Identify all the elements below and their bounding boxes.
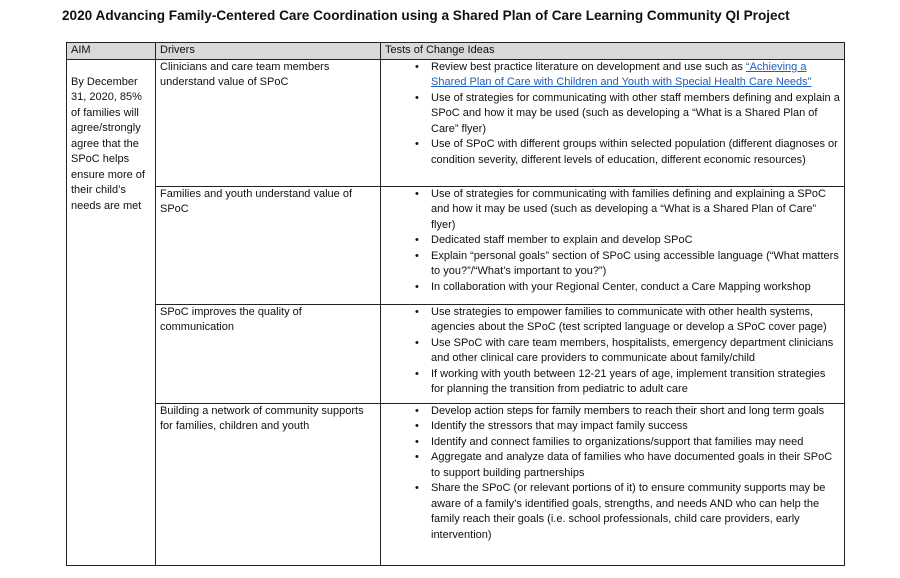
table-row: By December 31, 2020, 85% of families wi… — [66, 58, 845, 566]
ideas-cell: Review best practice literature on devel… — [380, 58, 845, 187]
document-title: 2020 Advancing Family-Centered Care Coor… — [62, 8, 790, 23]
driver-cell: SPoC improves the quality of communicati… — [155, 303, 381, 404]
driver-diagram-table: AIM Drivers Tests of Change Ideas By Dec… — [66, 42, 845, 566]
idea-item: Explain “personal goals” section of SPoC… — [415, 249, 840, 280]
idea-item: Aggregate and analyze data of families w… — [415, 450, 840, 481]
table-row: Families and youth understand value of S… — [67, 185, 845, 305]
idea-item: Use of strategies for communicating with… — [415, 91, 840, 138]
idea-item: Identify and connect families to organiz… — [415, 435, 840, 451]
idea-item: Share the SPoC (or relevant portions of … — [415, 481, 840, 543]
table-row: Building a network of community supports… — [67, 402, 845, 566]
resource-link[interactable]: “Achieving a Shared Plan of Care with Ch… — [431, 60, 812, 89]
ideas-cell: Develop action steps for family members … — [380, 402, 845, 566]
driver-cell: Families and youth understand value of S… — [155, 185, 381, 305]
header-aim: AIM — [66, 42, 156, 60]
idea-item: Review best practice literature on devel… — [415, 60, 840, 91]
aim-statement: By December 31, 2020, 85% of families wi… — [71, 75, 145, 212]
driver-cell: Clinicians and care team members underst… — [155, 58, 381, 187]
idea-item: In collaboration with your Regional Cent… — [415, 280, 840, 296]
idea-text: Review best practice literature on devel… — [431, 60, 746, 73]
idea-item: Use of SPoC with different groups within… — [415, 137, 840, 168]
ideas-cell: Use strategies to empower families to co… — [380, 303, 845, 404]
idea-item: Identify the stressors that may impact f… — [415, 419, 840, 435]
idea-item: Develop action steps for family members … — [415, 404, 840, 420]
idea-item: Use strategies to empower families to co… — [415, 305, 840, 336]
driver-cell: Building a network of community supports… — [155, 402, 381, 566]
aim-cell: By December 31, 2020, 85% of families wi… — [66, 58, 156, 566]
table-row: SPoC improves the quality of communicati… — [67, 303, 845, 404]
ideas-cell: Use of strategies for communicating with… — [380, 185, 845, 305]
idea-item: Dedicated staff member to explain and de… — [415, 233, 840, 249]
header-tests: Tests of Change Ideas — [380, 42, 845, 60]
idea-item: Use of strategies for communicating with… — [415, 187, 840, 234]
idea-item: If working with youth between 12-21 year… — [415, 367, 840, 398]
header-row: AIM Drivers Tests of Change Ideas — [66, 42, 845, 60]
idea-item: Use SPoC with care team members, hospita… — [415, 336, 840, 367]
header-drivers: Drivers — [155, 42, 381, 60]
